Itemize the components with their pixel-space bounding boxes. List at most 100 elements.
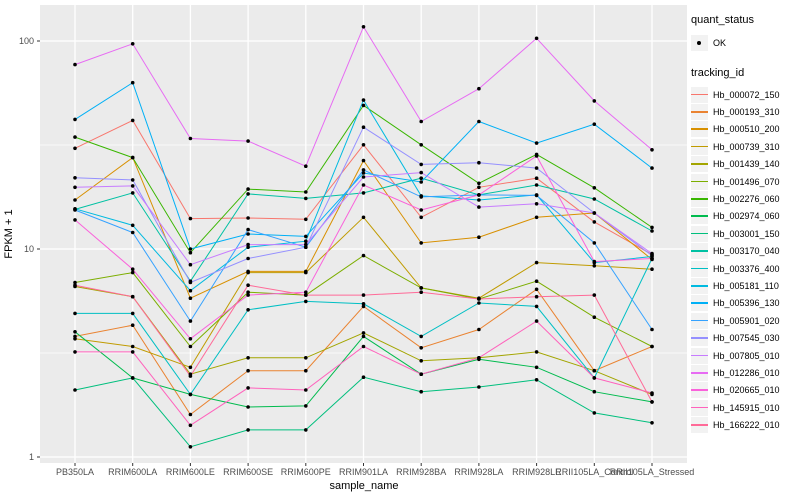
legend-key-swatch bbox=[691, 295, 708, 312]
data-point bbox=[361, 253, 366, 258]
data-point bbox=[130, 311, 135, 316]
data-point bbox=[592, 376, 597, 380]
data-point bbox=[419, 286, 424, 290]
legend-line-icon bbox=[691, 319, 708, 322]
legend-item-Hb_007545_030: Hb_007545_030 bbox=[691, 329, 799, 347]
legend-label: Hb_005901_020 bbox=[713, 315, 780, 326]
legend-key-swatch bbox=[691, 243, 708, 260]
data-point bbox=[534, 365, 539, 370]
data-point bbox=[130, 184, 135, 188]
legend-key-swatch bbox=[691, 208, 708, 225]
data-point bbox=[73, 135, 77, 139]
data-point bbox=[477, 385, 481, 389]
legend-line-icon bbox=[691, 180, 708, 183]
data-point bbox=[246, 356, 250, 360]
data-point bbox=[650, 251, 654, 256]
legend-item-Hb_003376_400: Hb_003376_400 bbox=[691, 260, 799, 277]
data-point bbox=[592, 293, 597, 297]
data-point bbox=[246, 270, 250, 275]
data-point bbox=[477, 119, 481, 124]
legend-label: Hb_145915_010 bbox=[713, 402, 780, 413]
data-point bbox=[477, 327, 481, 332]
legend-label: Hb_003170_040 bbox=[713, 246, 780, 257]
data-point bbox=[419, 195, 424, 199]
data-point bbox=[592, 259, 597, 264]
legend-key-swatch bbox=[691, 156, 708, 173]
legend-line-icon bbox=[691, 424, 708, 426]
data-point bbox=[188, 247, 193, 251]
data-point bbox=[419, 290, 424, 295]
data-point bbox=[361, 215, 366, 220]
data-point bbox=[73, 280, 77, 285]
data-point bbox=[246, 428, 250, 432]
x-tick-label-RRIM600LA: RRIM600LA bbox=[108, 467, 157, 477]
legend-line-icon bbox=[691, 215, 708, 218]
data-point bbox=[534, 176, 539, 180]
x-tick-label-RRIM928BA: RRIM928BA bbox=[396, 467, 446, 477]
data-point bbox=[361, 375, 366, 380]
data-point bbox=[130, 267, 135, 272]
data-point bbox=[419, 359, 424, 363]
legend-label: Hb_020665_010 bbox=[713, 385, 780, 396]
data-point bbox=[592, 368, 597, 373]
data-point bbox=[188, 216, 193, 221]
data-point bbox=[419, 176, 424, 180]
legend-key-swatch bbox=[691, 364, 708, 381]
data-point bbox=[304, 245, 308, 249]
data-point bbox=[188, 374, 193, 378]
data-point bbox=[361, 103, 366, 108]
legend-title-tracking-id: tracking_id bbox=[691, 67, 745, 79]
data-point bbox=[188, 250, 193, 255]
data-point bbox=[361, 143, 366, 147]
y-axis-title: FPKM + 1 bbox=[3, 209, 15, 259]
legend-line-icon bbox=[691, 337, 708, 339]
x-tick-label-RRIM600PE: RRIM600PE bbox=[281, 467, 331, 477]
data-point bbox=[477, 297, 481, 301]
data-point bbox=[419, 208, 424, 212]
legend-line-icon bbox=[691, 232, 708, 235]
data-point bbox=[246, 283, 250, 288]
data-point bbox=[188, 262, 193, 267]
data-point bbox=[361, 175, 366, 179]
legend-item-Hb_001439_140: Hb_001439_140 bbox=[691, 156, 799, 173]
legend-item-Hb_000193_310: Hb_000193_310 bbox=[691, 103, 799, 121]
data-point bbox=[73, 62, 77, 67]
legend-item-ok: OK bbox=[691, 33, 799, 53]
x-tick-label-RRII105LA_Stressed: RRII105LA_Stressed bbox=[610, 467, 695, 477]
legend-line-icon bbox=[691, 371, 708, 374]
legend-label: Hb_007545_030 bbox=[713, 333, 780, 344]
data-point bbox=[304, 217, 308, 222]
legend-label: Hb_166222_010 bbox=[713, 420, 780, 431]
data-point bbox=[361, 25, 366, 29]
legend-item-Hb_007805_010: Hb_007805_010 bbox=[691, 347, 799, 364]
legend-label: Hb_001439_140 bbox=[713, 159, 780, 170]
legend-line-icon bbox=[691, 354, 708, 357]
legend-line-icon bbox=[691, 128, 708, 131]
legend-label: Hb_007805_010 bbox=[713, 350, 780, 361]
data-point bbox=[246, 192, 250, 196]
legend-item-Hb_003170_040: Hb_003170_040 bbox=[691, 243, 799, 260]
legend-label: Hb_002276_060 bbox=[713, 194, 780, 205]
data-point bbox=[534, 154, 539, 158]
data-point bbox=[304, 404, 308, 408]
data-point bbox=[650, 391, 654, 395]
data-point bbox=[246, 242, 250, 247]
data-point bbox=[534, 350, 539, 354]
legend-line-icon bbox=[691, 250, 708, 252]
data-point bbox=[650, 229, 654, 233]
data-point bbox=[592, 211, 597, 215]
legend-item-Hb_000510_200: Hb_000510_200 bbox=[691, 121, 799, 138]
legend-item-Hb_000739_310: Hb_000739_310 bbox=[691, 138, 799, 155]
data-point bbox=[534, 279, 539, 284]
data-point bbox=[73, 330, 77, 334]
data-point bbox=[477, 301, 481, 305]
data-point bbox=[304, 164, 308, 168]
data-point bbox=[361, 331, 366, 335]
legend-item-Hb_166222_010: Hb_166222_010 bbox=[691, 416, 799, 434]
data-point bbox=[304, 356, 308, 360]
data-point bbox=[73, 146, 77, 151]
data-point bbox=[246, 216, 250, 220]
data-point bbox=[304, 293, 308, 297]
